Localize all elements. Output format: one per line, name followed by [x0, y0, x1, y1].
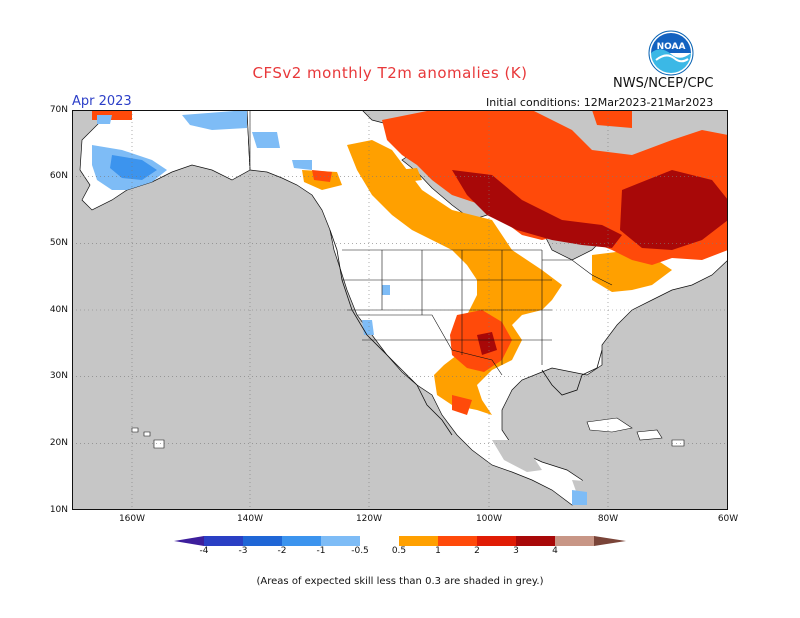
- lat-label-20n: 20N: [49, 438, 68, 448]
- colorbar-label-p1: 1: [435, 546, 441, 556]
- lat-label-50n: 50N: [49, 238, 68, 248]
- lat-label-60n: 60N: [49, 171, 68, 181]
- colorbar-label-p2: 2: [474, 546, 480, 556]
- colorbar-seg-p3-p4: [516, 536, 555, 546]
- lon-label-60w: 60W: [717, 514, 739, 524]
- colorbar: [174, 536, 626, 546]
- noaa-logo-icon: NOAA: [648, 30, 694, 76]
- hawaii-islands: [131, 427, 165, 449]
- colorbar-seg-neg4-neg3: [204, 536, 243, 546]
- lon-label-160w: 160W: [118, 514, 146, 524]
- lon-label-80w: 80W: [597, 514, 619, 524]
- map-frame: [72, 110, 728, 510]
- colorbar-seg-p05-p1: [399, 536, 438, 546]
- agency-label: NWS/NCEP/CPC: [613, 76, 714, 91]
- graticule: [72, 110, 728, 510]
- cool-anomaly-2-1: [110, 155, 157, 180]
- colorbar-seg-neg2-neg1: [282, 536, 321, 546]
- forecast-month: Apr 2023: [72, 94, 132, 109]
- lon-label-100w: 100W: [475, 514, 503, 524]
- colorbar-seg-neg3-neg2: [243, 536, 282, 546]
- lat-label-70n: 70N: [49, 105, 68, 115]
- anomaly-map: [72, 110, 728, 510]
- colorbar-label-p3: 3: [513, 546, 519, 556]
- colorbar-arrow-right: [594, 536, 626, 546]
- lon-label-120w: 120W: [355, 514, 383, 524]
- colorbar-arrow-left: [174, 536, 204, 546]
- colorbar-seg-neg1-neg05: [321, 536, 360, 546]
- lat-label-40n: 40N: [49, 305, 68, 315]
- lat-label-10n: 10N: [49, 505, 68, 515]
- colorbar-label-neg2: -2: [277, 546, 287, 556]
- colorbar-label-neg1: -1: [316, 546, 326, 556]
- colorbar-label-neg4: -4: [199, 546, 209, 556]
- colorbar-seg-neutral: [360, 536, 399, 546]
- political-boundaries: [249, 110, 613, 376]
- initial-conditions: Initial conditions: 12Mar2023-21Mar2023: [486, 96, 714, 109]
- colorbar-label-neg05: -0.5: [351, 546, 369, 556]
- caribbean-islands: [586, 417, 685, 447]
- coastline: [329, 229, 603, 436]
- warm-anomaly-2-3: [452, 170, 728, 355]
- colorbar-label-neg3: -3: [238, 546, 248, 556]
- skill-note: (Areas of expected skill less than 0.3 a…: [256, 576, 544, 587]
- lon-label-140w: 140W: [236, 514, 264, 524]
- colorbar-seg-p2-p3: [477, 536, 516, 546]
- lat-label-30n: 30N: [49, 371, 68, 381]
- colorbar-seg-gt4: [555, 536, 594, 546]
- map-title: CFSv2 monthly T2m anomalies (K): [252, 64, 528, 82]
- colorbar-label-p05: 0.5: [391, 546, 407, 556]
- colorbar-label-p4: 4: [552, 546, 558, 556]
- logo-text: NOAA: [657, 42, 686, 52]
- colorbar-seg-p1-p2: [438, 536, 477, 546]
